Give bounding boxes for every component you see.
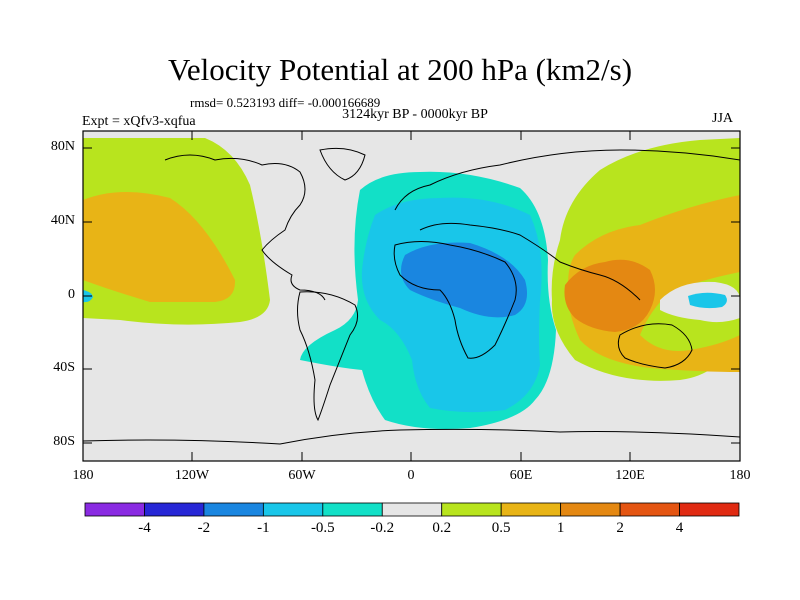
lat-label-80n: 80N — [50, 139, 75, 154]
colorbar-label: -0.2 — [370, 520, 395, 536]
south-america-coast — [297, 291, 359, 422]
colorbar-swatch — [441, 502, 502, 517]
colorbar-swatch — [203, 502, 264, 517]
lat-label-40s: 40S — [53, 360, 75, 375]
colorbar-swatch — [322, 502, 383, 517]
lon-label-60e: 60E — [509, 468, 533, 483]
colorbar-label: 1 — [556, 520, 565, 536]
lon-label-180w: 180 — [72, 468, 94, 483]
stats-line: rmsd= 0.523193 diff= -0.000166689 — [190, 95, 381, 110]
lon-label-120e: 120E — [615, 468, 645, 483]
lat-label-40n: 40N — [50, 213, 75, 228]
experiment-label: Expt = xQfv3-xqfua — [82, 114, 196, 129]
africa-coast — [393, 241, 517, 359]
lon-ticks — [82, 131, 741, 461]
colorbar-label: 0.2 — [432, 520, 452, 536]
season-label: JJA — [712, 111, 734, 126]
lat-ticks — [83, 147, 740, 444]
coastlines — [83, 147, 740, 445]
lat-label-80s: 80S — [53, 434, 75, 449]
colorbar-swatch — [381, 502, 443, 517]
colorbar-swatch — [560, 502, 621, 517]
colorbar-label: 2 — [616, 520, 624, 536]
colorbar-swatch — [84, 502, 145, 517]
asia-positive-orange — [564, 259, 655, 332]
colorbar-swatch — [619, 502, 680, 517]
antarctica-coast — [83, 428, 740, 445]
colorbar-swatch — [262, 502, 324, 517]
lon-label-60w: 60W — [288, 468, 316, 483]
colorbar — [84, 502, 740, 517]
colorbar-label: -0.5 — [310, 520, 335, 536]
pacific-east-blue-spot — [688, 292, 727, 309]
greenland-coast — [319, 147, 366, 181]
eurasia-coast — [394, 149, 740, 301]
colorbar-swatch — [679, 502, 740, 517]
plot-title: Velocity Potential at 200 hPa (km2/s) — [167, 52, 633, 87]
colorbar-label: -4 — [138, 520, 151, 536]
africa-negative-core — [401, 242, 528, 318]
lon-label-120w: 120W — [174, 468, 210, 483]
colorbar-label: -2 — [197, 520, 211, 536]
period-line: 3124kyr BP - 0000kyr BP — [342, 107, 488, 122]
colorbar-label: 0.5 — [491, 520, 511, 536]
colorbar-label: -1 — [257, 520, 270, 536]
lat-label-eq: 0 — [68, 287, 75, 302]
australia-coast — [617, 323, 693, 369]
colorbar-swatch — [144, 502, 205, 517]
colorbar-label: 4 — [675, 520, 684, 536]
lon-label-180e: 180 — [729, 468, 751, 483]
colorbar-swatch — [500, 502, 562, 517]
velocity-potential-field — [83, 131, 740, 461]
pacific-positive-core — [83, 191, 236, 302]
lon-label-0: 0 — [407, 468, 415, 483]
north-america-coast — [164, 154, 326, 301]
